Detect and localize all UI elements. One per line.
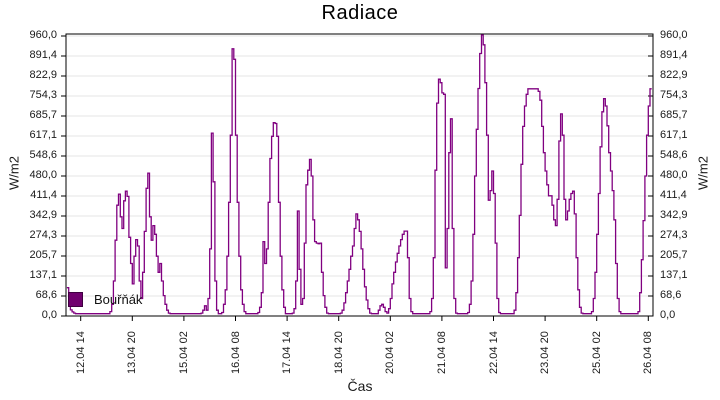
x-axis-tick-label: 26.04 08	[642, 331, 655, 374]
y-axis-tick-label-left: 548,6	[29, 149, 57, 161]
radiation-series-line	[66, 34, 652, 315]
y-axis-tick-label-left: 68,6	[35, 289, 57, 301]
y-axis-title-left: W/m2	[6, 156, 22, 190]
y-axis-tick-label-right: 754,3	[660, 89, 688, 101]
y-axis-tick-label-right: 891,4	[660, 49, 688, 61]
y-axis-tick-label-left: 205,7	[29, 249, 57, 261]
x-axis-tick-label: 18.04 20	[332, 331, 345, 374]
y-axis-tick-label-right: 137,1	[660, 269, 688, 281]
y-axis-tick-label-right: 274,3	[660, 229, 688, 241]
y-axis-tick-label-right: 205,7	[660, 249, 688, 261]
y-axis-tick-label-right: 411,4	[660, 189, 687, 201]
legend-marker-square	[68, 292, 83, 307]
y-axis-tick-label-right: 0,0	[660, 309, 676, 321]
chart-title: Radiace	[321, 2, 399, 24]
x-axis-tick-label: 17.04 14	[281, 331, 294, 374]
y-axis-tick-label-left: 891,4	[29, 49, 57, 61]
legend-series-label: Bouřňák	[94, 292, 143, 307]
y-axis-tick-label-left: 960,0	[29, 29, 57, 41]
y-axis-tick-label-left: 685,7	[29, 109, 57, 121]
y-axis-tick-label-right: 822,9	[660, 69, 688, 81]
y-axis-tick-label-left: 480,0	[29, 169, 57, 181]
x-axis-tick-label: 13.04 20	[126, 331, 139, 374]
y-axis-tick-label-left: 822,9	[29, 69, 57, 81]
x-axis-tick-label: 23.04 20	[539, 331, 552, 374]
y-axis-tick-label-right: 548,6	[660, 149, 688, 161]
y-axis-tick-label-right: 685,7	[660, 109, 688, 121]
y-axis-tick-label-right: 342,9	[660, 209, 688, 221]
y-axis-tick-label-left: 617,1	[29, 129, 57, 141]
x-axis-tick-label: 21.04 08	[435, 331, 448, 374]
y-axis-tick-label-left: 411,4	[30, 189, 57, 201]
x-axis-tick-label: 20.04 02	[384, 331, 397, 374]
y-axis-tick-label-left: 0,0	[41, 309, 57, 321]
y-axis-tick-label-left: 274,3	[29, 229, 57, 241]
y-axis-tick-label-right: 960,0	[660, 29, 688, 41]
x-axis-tick-label: 12.04 14	[74, 331, 87, 374]
x-axis-tick-label: 22.04 14	[487, 331, 500, 374]
x-axis-title: Čas	[347, 378, 373, 394]
y-axis-tick-label-right: 480,0	[660, 169, 688, 181]
y-axis-tick-label-right: 617,1	[660, 129, 688, 141]
plot-frame	[65, 33, 654, 317]
y-axis-tick-label-right: 68,6	[660, 289, 682, 301]
y-axis-tick-label-left: 754,3	[29, 89, 57, 101]
y-axis-tick-label-left: 342,9	[29, 209, 57, 221]
x-axis-tick-label: 25.04 02	[590, 331, 603, 374]
legend: Bouřňák	[68, 292, 142, 307]
y-axis-tick-label-left: 137,1	[29, 269, 57, 281]
x-axis-tick-label: 16.04 08	[229, 331, 242, 374]
x-axis-tick-label: 15.04 02	[177, 331, 190, 374]
y-axis-title-right: W/m2	[695, 156, 711, 190]
